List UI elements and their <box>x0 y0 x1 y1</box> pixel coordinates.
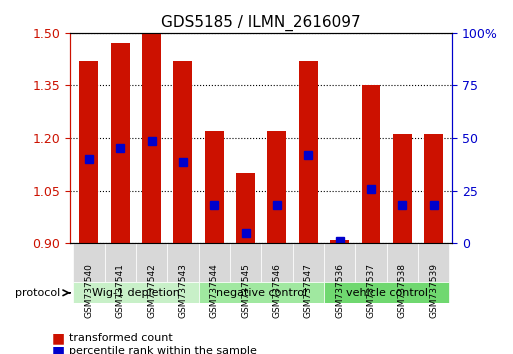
Text: vehicle control: vehicle control <box>346 288 427 298</box>
Bar <box>111 43 130 243</box>
Text: GSM737546: GSM737546 <box>272 263 282 318</box>
Bar <box>173 61 192 243</box>
Text: GSM737540: GSM737540 <box>84 263 93 318</box>
Text: percentile rank within the sample: percentile rank within the sample <box>69 346 257 354</box>
Text: GSM737545: GSM737545 <box>241 263 250 318</box>
Title: GDS5185 / ILMN_2616097: GDS5185 / ILMN_2616097 <box>162 15 361 31</box>
Text: GSM737536: GSM737536 <box>335 263 344 318</box>
Bar <box>205 131 224 243</box>
FancyBboxPatch shape <box>105 243 136 282</box>
FancyBboxPatch shape <box>418 243 449 282</box>
Text: protocol: protocol <box>15 288 61 298</box>
Text: GSM737544: GSM737544 <box>210 263 219 318</box>
Text: GSM737537: GSM737537 <box>366 263 376 318</box>
FancyBboxPatch shape <box>261 243 292 282</box>
Text: GSM737538: GSM737538 <box>398 263 407 318</box>
FancyBboxPatch shape <box>73 282 199 303</box>
FancyBboxPatch shape <box>167 243 199 282</box>
Bar <box>393 135 411 243</box>
FancyBboxPatch shape <box>199 243 230 282</box>
Text: GSM737542: GSM737542 <box>147 263 156 318</box>
Text: negative control: negative control <box>215 288 307 298</box>
Bar <box>424 135 443 243</box>
Text: GSM737539: GSM737539 <box>429 263 438 318</box>
Bar <box>299 61 318 243</box>
FancyBboxPatch shape <box>136 243 167 282</box>
Bar <box>362 85 380 243</box>
Bar <box>80 61 98 243</box>
FancyBboxPatch shape <box>324 282 449 303</box>
Text: GSM737543: GSM737543 <box>179 263 187 318</box>
Bar <box>142 33 161 243</box>
Text: GSM737541: GSM737541 <box>115 263 125 318</box>
FancyBboxPatch shape <box>73 243 105 282</box>
Bar <box>330 240 349 243</box>
FancyBboxPatch shape <box>292 243 324 282</box>
Text: ■: ■ <box>51 331 65 345</box>
Bar <box>236 173 255 243</box>
Bar <box>267 131 286 243</box>
Text: Wig-1 depletion: Wig-1 depletion <box>92 288 180 298</box>
FancyBboxPatch shape <box>199 282 324 303</box>
Text: transformed count: transformed count <box>69 333 173 343</box>
FancyBboxPatch shape <box>230 243 261 282</box>
FancyBboxPatch shape <box>387 243 418 282</box>
Text: ■: ■ <box>51 344 65 354</box>
FancyBboxPatch shape <box>324 243 355 282</box>
FancyBboxPatch shape <box>355 243 387 282</box>
Text: GSM737547: GSM737547 <box>304 263 313 318</box>
